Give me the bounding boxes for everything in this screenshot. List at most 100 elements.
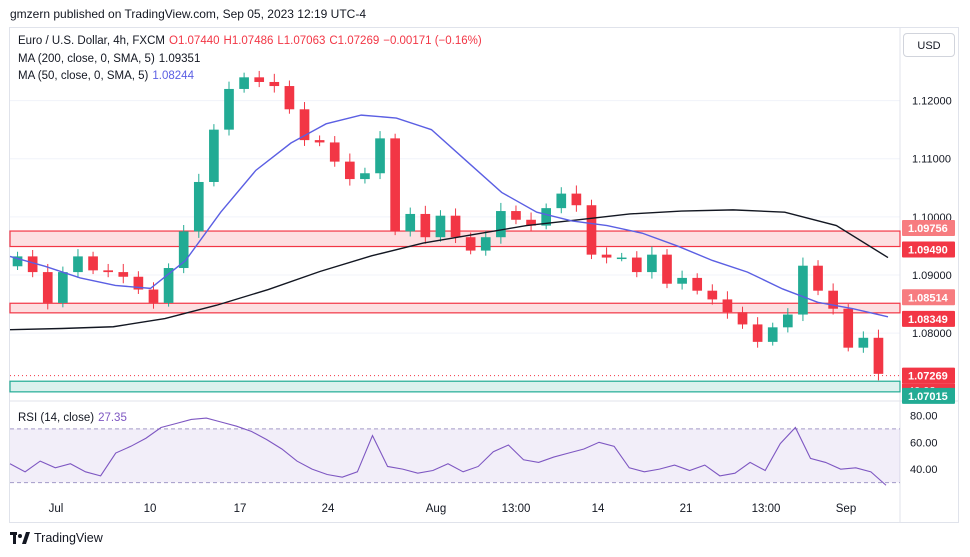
candle-body <box>314 140 325 143</box>
ohlc-high: H1.07486 <box>223 35 274 47</box>
candle-body <box>420 213 431 238</box>
candle-body <box>722 299 733 313</box>
time-tick-label: Jul <box>49 503 64 515</box>
time-tick-label: 17 <box>234 503 247 515</box>
candle-body <box>450 215 461 238</box>
ma50-value: 1.08244 <box>152 70 194 82</box>
zone-tag-1070-text: 1.07015 <box>908 391 948 403</box>
rsi-band <box>10 428 900 483</box>
candle-body <box>133 276 144 290</box>
rsi-pane <box>9 417 900 486</box>
candle-body <box>299 109 310 141</box>
candle-body <box>480 237 491 251</box>
candle-body <box>254 77 265 82</box>
time-tick-label: 13:00 <box>752 503 781 515</box>
candle-body <box>405 213 416 232</box>
candle-body <box>103 270 114 273</box>
candle-body <box>858 337 869 348</box>
ohlc-close: C1.07269 <box>329 35 380 47</box>
time-tick-label: 24 <box>322 503 335 515</box>
candle-body <box>541 208 552 226</box>
zone-tag-1097 <box>902 220 955 237</box>
rsi-label: RSI (14, close) <box>18 412 95 424</box>
footer-brand[interactable]: TradingView <box>34 531 103 545</box>
rsi-tick-label: 40.00 <box>910 464 938 476</box>
time-tick-label: 14 <box>592 503 605 515</box>
candle-body <box>496 211 506 238</box>
price-tick-label: 1.09000 <box>912 270 952 282</box>
candle-body <box>178 231 189 269</box>
footer: TradingView <box>10 531 103 545</box>
candle-body <box>798 265 808 315</box>
candle-body <box>843 308 854 348</box>
candle-body <box>118 272 129 277</box>
candle-body <box>662 254 672 284</box>
candle-body <box>782 314 793 328</box>
candle-body <box>601 254 612 258</box>
price-axis: 1.120001.110001.100001.090001.0800080.00… <box>902 96 955 476</box>
candle-body <box>42 272 53 303</box>
candle-body <box>692 277 703 291</box>
time-tick-label: Sep <box>836 503 856 515</box>
candle-body <box>737 312 748 325</box>
ma200-label: MA (200, close, 0, SMA, 5) <box>18 53 155 65</box>
price-tick-label: 1.11000 <box>912 154 951 166</box>
moving-averages <box>9 114 889 331</box>
zone-tag-1085-text: 1.08514 <box>908 292 949 304</box>
candle-body <box>677 277 687 284</box>
ma50-line <box>9 114 889 318</box>
candle-body <box>631 257 642 273</box>
legend-ma50-row[interactable]: MA (50, close, 0, SMA, 5) 1.08244 <box>18 70 198 82</box>
time-tick-label: 13:00 <box>502 503 531 515</box>
candle-body <box>813 265 823 291</box>
zone-tag-1094-text: 1.09490 <box>908 245 948 257</box>
zone-tag-1083-text: 1.08349 <box>908 314 948 326</box>
ohlc-change: −0.00171 (−0.16%) <box>383 35 482 47</box>
time-tick-label: 10 <box>144 503 157 515</box>
candle-body <box>375 138 385 174</box>
time-tick-label: Aug <box>426 503 446 515</box>
candle-body <box>163 268 174 303</box>
candle-body <box>586 205 597 255</box>
current-price-tag <box>902 367 955 384</box>
tradingview-logo-icon <box>10 532 30 544</box>
mid-zone <box>9 302 901 314</box>
candle-body <box>707 290 718 300</box>
ohlc-low: L1.07063 <box>277 35 326 47</box>
currency-button[interactable]: USD <box>903 33 955 57</box>
current-price-tag-text: 1.07269 <box>908 371 948 383</box>
price-zones <box>9 230 901 393</box>
candle-body <box>828 290 838 309</box>
candle-body <box>27 256 38 273</box>
publish-header: gmzern published on TradingView.com, Sep… <box>10 7 366 21</box>
candle-body <box>511 211 521 220</box>
legend-rsi-row[interactable]: RSI (14, close) 27.35 <box>18 412 131 424</box>
candle-body <box>647 254 657 273</box>
candle-body <box>465 237 476 251</box>
candle-body <box>767 327 778 342</box>
candle-body <box>752 324 763 342</box>
candle-body <box>224 88 234 130</box>
rsi-value: 27.35 <box>98 412 127 424</box>
rsi-line <box>9 417 887 486</box>
candle-body <box>58 272 68 303</box>
price-tick-label: 1.12000 <box>912 96 952 108</box>
time-axis: Jul 10 17 24 Aug 13:00 14 21 13:00 Sep <box>49 503 857 515</box>
candle-body <box>390 138 400 232</box>
chart-frame <box>9 27 959 523</box>
rsi-tick-label: 60.00 <box>910 437 938 449</box>
candle-body <box>571 193 582 206</box>
candle-body <box>269 81 280 87</box>
candle-body <box>873 337 884 374</box>
candles <box>12 70 884 381</box>
candle-body <box>556 193 567 209</box>
legend-symbol-row: Euro / U.S. Dollar, 4h, FXCM O1.07440 H1.0… <box>18 35 486 47</box>
candle-body <box>148 289 159 303</box>
zone-tag-1070 <box>902 387 955 404</box>
legend-ma200-row[interactable]: MA (200, close, 0, SMA, 5) 1.09351 <box>18 53 204 65</box>
price-tick-label: 1.08000 <box>912 328 952 340</box>
candle-body <box>88 256 98 271</box>
symbol-name[interactable]: Euro / U.S. Dollar, 4h, FXCM <box>18 35 165 47</box>
candle-body <box>209 129 219 182</box>
